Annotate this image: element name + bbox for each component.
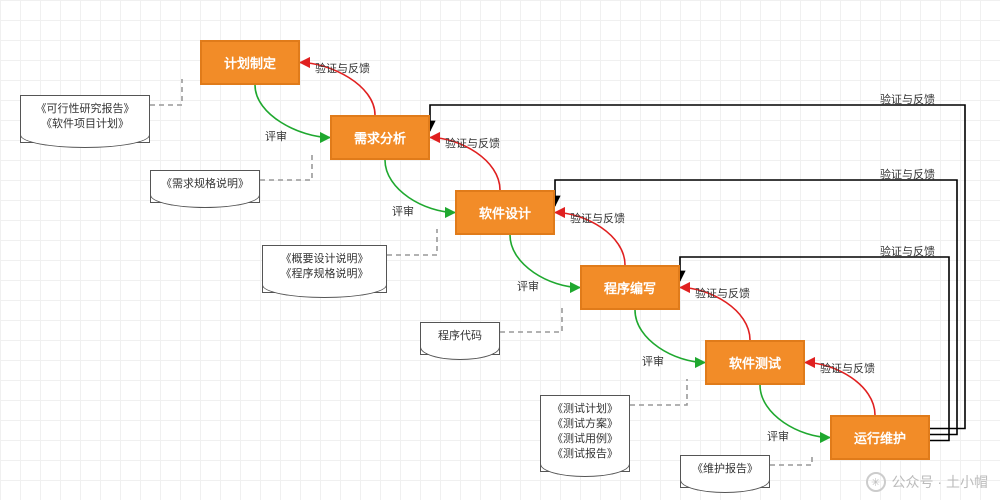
label-review-plan: 评审 [265, 128, 287, 144]
label-review-test: 评审 [767, 428, 789, 444]
node-design: 软件设计 [455, 190, 555, 235]
doc-d5: 《测试计划》《测试方案》《测试用例》《测试报告》 [540, 395, 630, 472]
label-feedback-test-code: 验证与反馈 [695, 285, 750, 301]
label-longfb-design: 验证与反馈 [880, 166, 935, 182]
doc-d3: 《概要设计说明》《程序规格说明》 [262, 245, 387, 293]
doc-d1: 《可行性研究报告》《软件项目计划》 [20, 95, 150, 143]
node-plan: 计划制定 [200, 40, 300, 85]
label-feedback-req-plan: 验证与反馈 [315, 60, 370, 76]
label-review-code: 评审 [642, 353, 664, 369]
label-review-design: 评审 [517, 278, 539, 294]
node-code: 程序编写 [580, 265, 680, 310]
node-req: 需求分析 [330, 115, 430, 160]
label-feedback-code-design: 验证与反馈 [570, 210, 625, 226]
label-review-req: 评审 [392, 203, 414, 219]
wechat-icon: ✳ [866, 472, 886, 492]
label-longfb-code: 验证与反馈 [880, 243, 935, 259]
node-maint: 运行维护 [830, 415, 930, 460]
node-test: 软件测试 [705, 340, 805, 385]
label-longfb-req: 验证与反馈 [880, 91, 935, 107]
doc-d4: 程序代码 [420, 322, 500, 355]
label-feedback-maint-test: 验证与反馈 [820, 360, 875, 376]
watermark: ✳ 公众号 · 土小帽 [866, 472, 988, 492]
doc-d2: 《需求规格说明》 [150, 170, 260, 203]
watermark-text: 公众号 · 土小帽 [892, 472, 988, 492]
doc-d6: 《维护报告》 [680, 455, 770, 488]
label-feedback-design-req: 验证与反馈 [445, 135, 500, 151]
